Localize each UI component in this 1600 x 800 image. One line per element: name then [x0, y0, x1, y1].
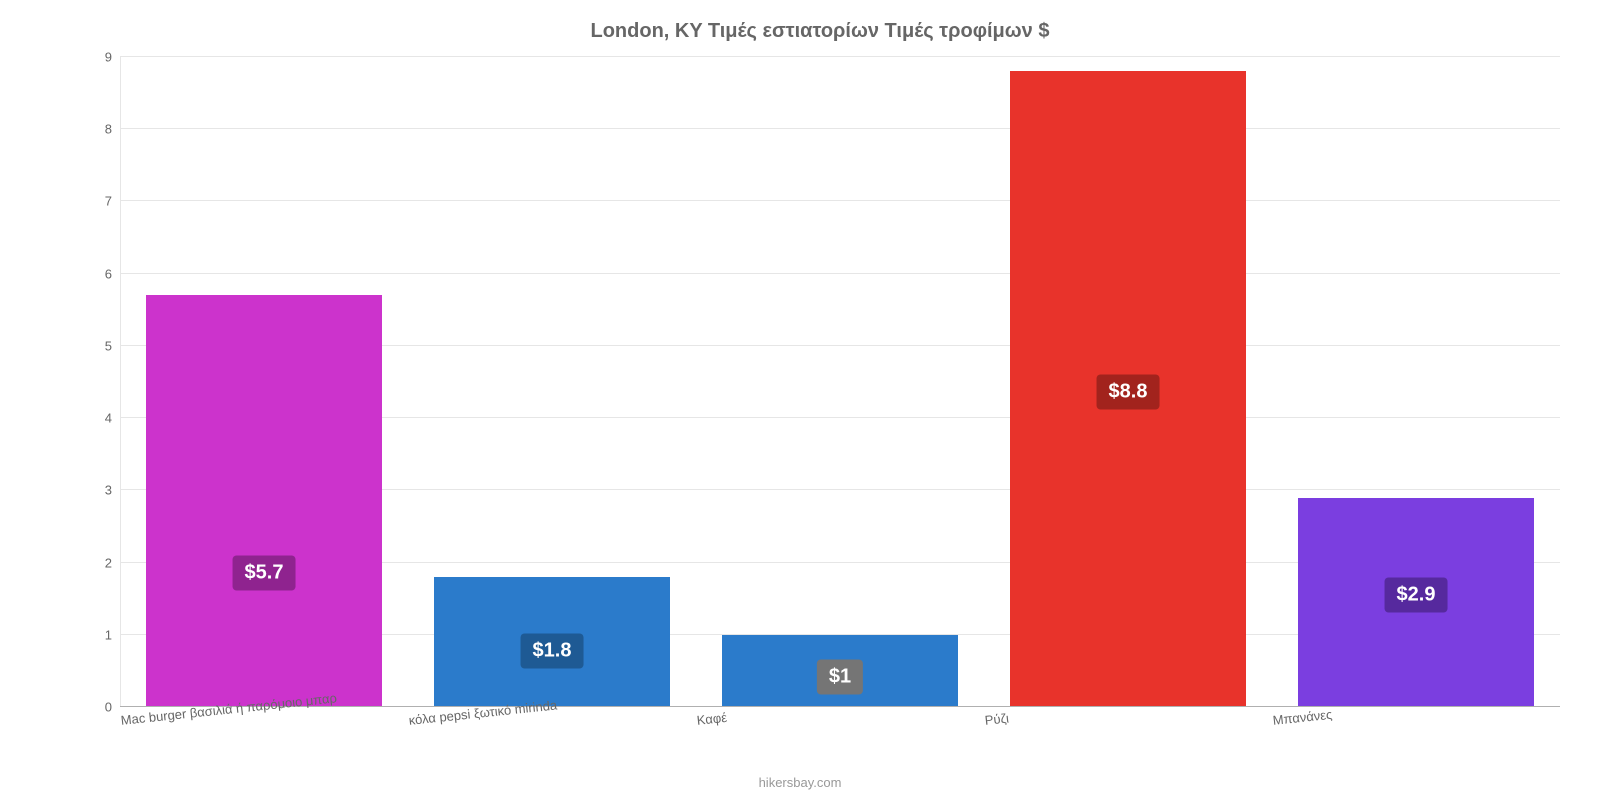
bars-group: $5.7 $1.8 $1 $8.8 $2.9 — [120, 57, 1560, 707]
chart-title: London, KY Τιμές εστιατορίων Τιμές τροφί… — [80, 20, 1560, 43]
x-axis-label: Μπανάνες — [1272, 707, 1333, 728]
x-axis-label: Ρύζι — [984, 710, 1010, 727]
plot-area: 0123456789 $5.7$1.8$1$8.8$2.9 Mac burger… — [80, 57, 1560, 707]
x-label-slot: Ρύζι — [984, 713, 1272, 753]
attribution-text: hikersbay.com — [0, 775, 1600, 790]
y-tick-label: 7 — [105, 194, 112, 209]
y-tick-label: 5 — [105, 338, 112, 353]
x-axis-baseline — [120, 706, 1560, 707]
x-label-slot: κόλα pepsi ξωτικό mirinda — [408, 713, 696, 753]
chart-container: London, KY Τιμές εστιατορίων Τιμές τροφί… — [0, 0, 1600, 800]
x-axis-labels: Mac burger βασιλιά ή παρόμοιο μπαρκόλα p… — [120, 713, 1560, 753]
bar: $8.8 — [1010, 71, 1246, 707]
y-tick-label: 6 — [105, 266, 112, 281]
bar-slot: $1.8 — [408, 57, 696, 707]
bar: $1.8 — [434, 577, 670, 707]
y-tick-label: 8 — [105, 122, 112, 137]
x-label-slot: Μπανάνες — [1272, 713, 1560, 753]
value-badge: $1.8 — [521, 634, 584, 669]
value-badge: $2.9 — [1385, 578, 1448, 613]
y-tick-label: 1 — [105, 627, 112, 642]
bar: $2.9 — [1298, 498, 1534, 707]
y-tick-label: 4 — [105, 411, 112, 426]
y-tick-label: 0 — [105, 700, 112, 715]
bar: $1 — [722, 635, 958, 707]
value-badge: $1 — [817, 660, 863, 695]
bar: $5.7 — [146, 295, 382, 707]
y-axis: 0123456789 — [80, 57, 120, 707]
y-tick-label: 2 — [105, 555, 112, 570]
bar-slot: $5.7 — [120, 57, 408, 707]
x-axis-label: Καφέ — [696, 710, 728, 728]
x-label-slot: Καφέ — [696, 713, 984, 753]
y-tick-label: 3 — [105, 483, 112, 498]
x-label-slot: Mac burger βασιλιά ή παρόμοιο μπαρ — [120, 713, 408, 753]
y-tick-label: 9 — [105, 50, 112, 65]
value-badge: $5.7 — [233, 556, 296, 591]
value-badge: $8.8 — [1097, 375, 1160, 410]
bar-slot: $8.8 — [984, 57, 1272, 707]
bar-slot: $2.9 — [1272, 57, 1560, 707]
bar-slot: $1 — [696, 57, 984, 707]
